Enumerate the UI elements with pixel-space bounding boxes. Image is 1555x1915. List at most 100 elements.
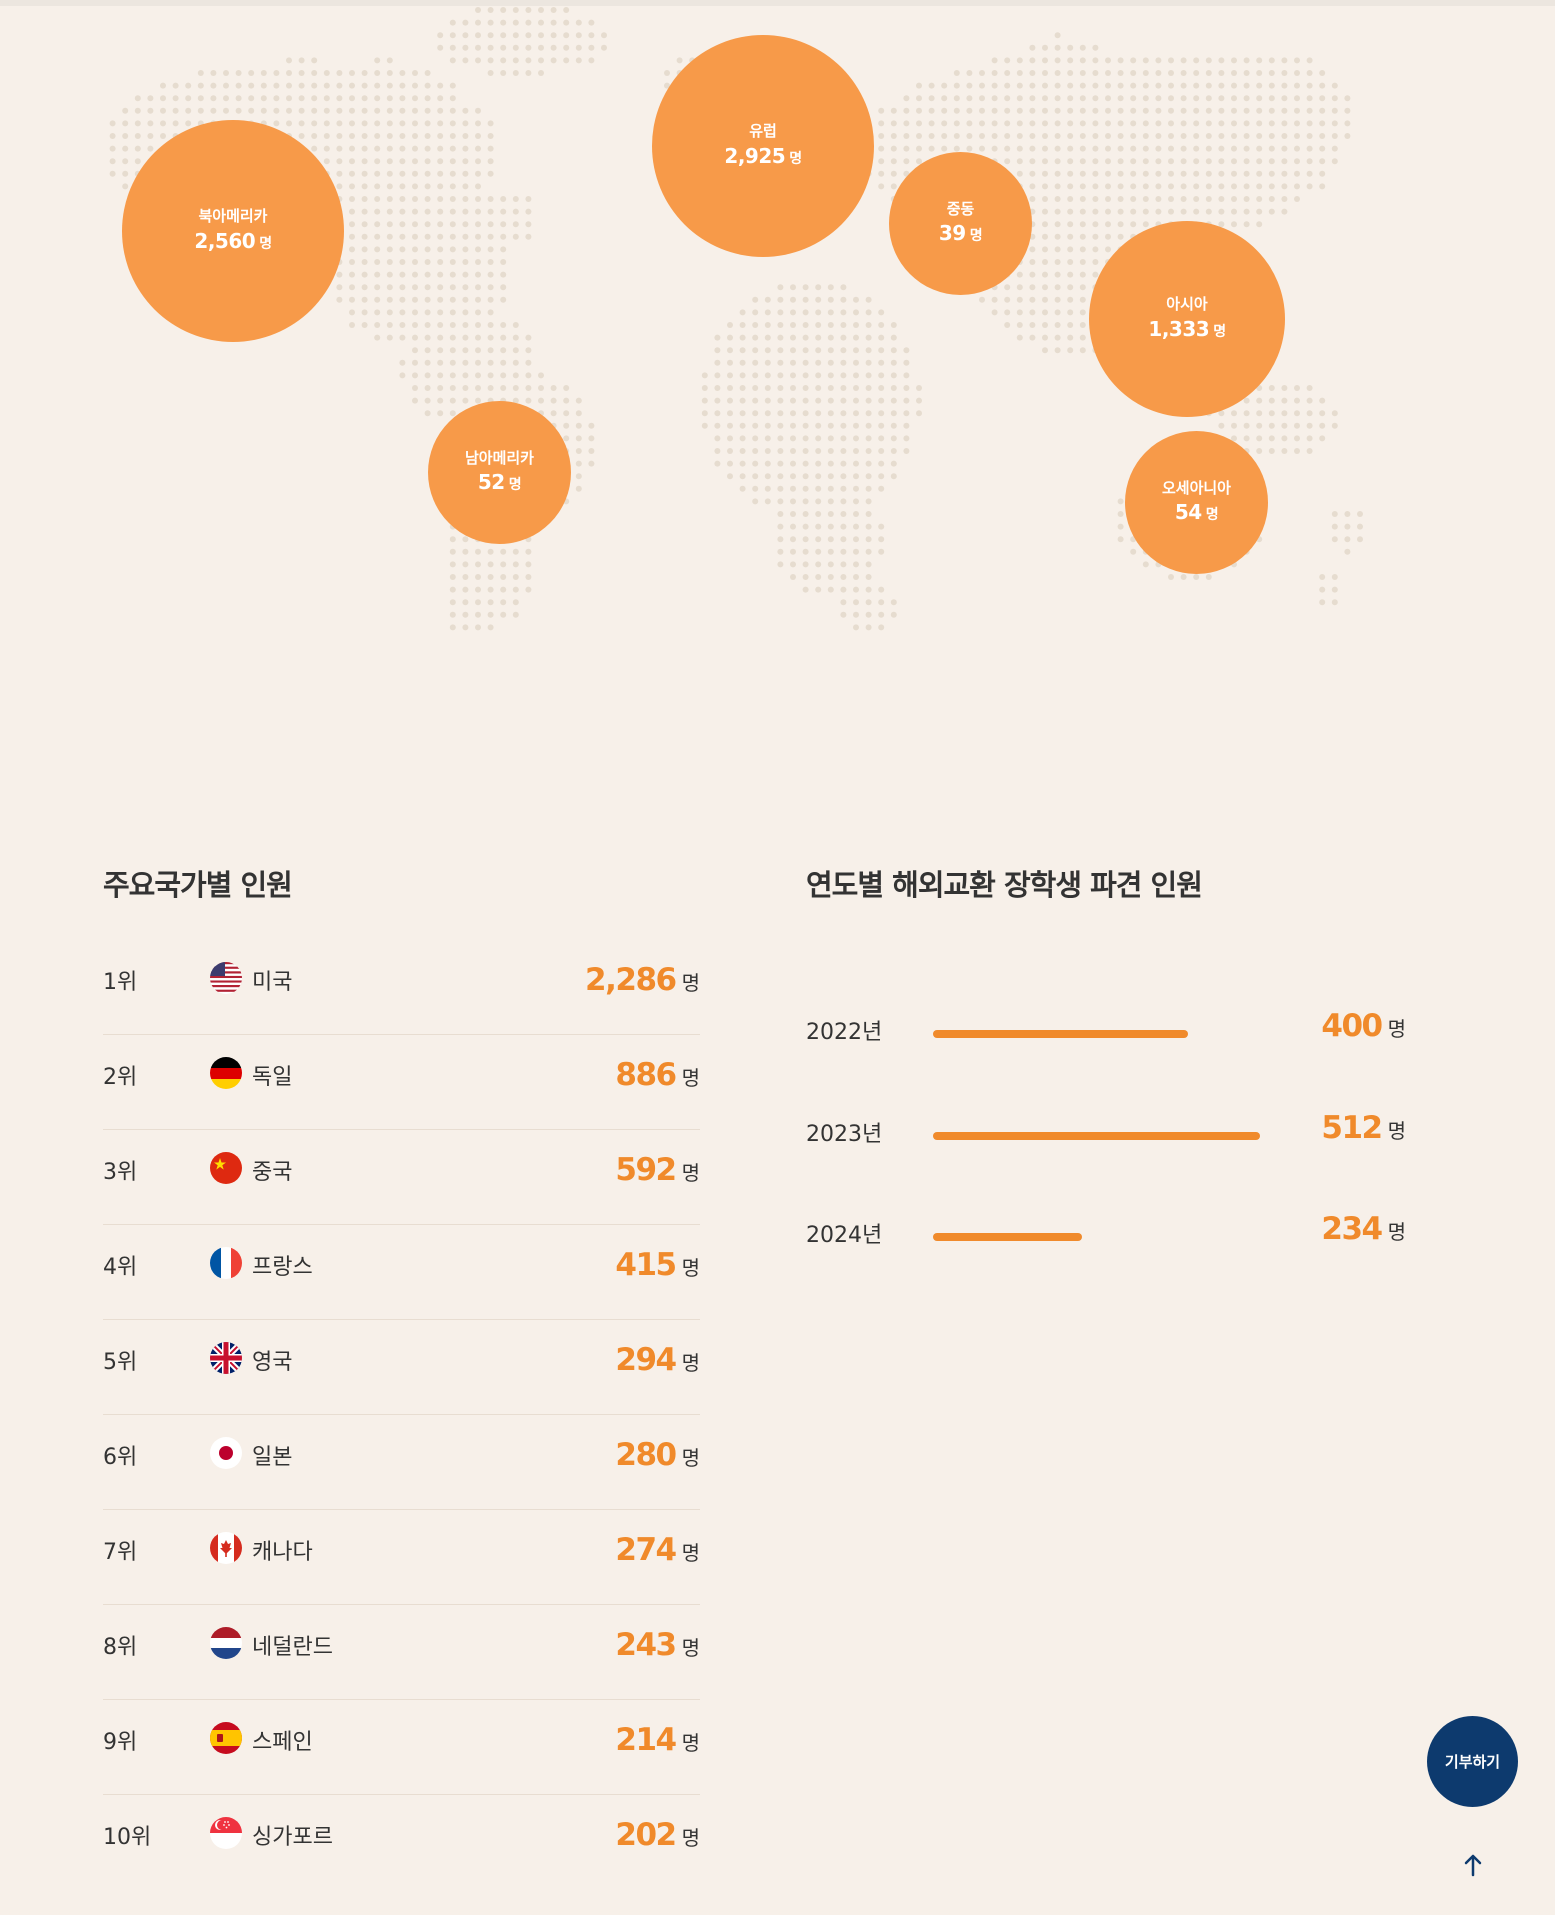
map-dot: [449, 183, 456, 190]
map-dot: [790, 548, 796, 555]
map-dot: [487, 574, 494, 580]
map-dot: [412, 397, 418, 404]
map-dot: [1079, 107, 1086, 114]
map-dot: [1281, 57, 1288, 64]
map-dot: [1130, 183, 1137, 190]
map-dot: [462, 57, 469, 64]
country-row: 8위 네덜란드 243 명: [103, 1605, 700, 1700]
map-dot: [865, 347, 872, 354]
map-dot: [802, 561, 809, 568]
map-dot: [1268, 385, 1275, 391]
map-dot: [1218, 158, 1225, 165]
map-dot: [1042, 246, 1048, 253]
map-dot: [122, 133, 129, 139]
map-dot: [802, 422, 809, 429]
map-dot: [1281, 133, 1288, 139]
map-dot: [361, 284, 368, 291]
map-dot: [1079, 82, 1086, 89]
map-dot: [1142, 133, 1149, 139]
map-dot: [1294, 95, 1300, 102]
map-dot: [134, 133, 141, 139]
map-dot: [790, 523, 796, 530]
donate-button[interactable]: 기부하기: [1427, 1716, 1518, 1807]
map-dot: [437, 221, 444, 228]
map-dot: [172, 120, 179, 127]
map-dot: [1117, 498, 1124, 505]
map-dot: [500, 271, 507, 278]
map-dot: [462, 599, 469, 606]
map-dot: [550, 385, 557, 391]
map-dot: [739, 372, 746, 379]
map-dot: [160, 82, 166, 89]
map-dot: [575, 473, 582, 480]
map-dot: [538, 397, 544, 404]
map-dot: [1016, 95, 1023, 102]
map-dot: [1142, 561, 1149, 568]
map-dot: [853, 548, 859, 555]
map-dot: [1218, 70, 1225, 76]
map-dot: [487, 599, 494, 606]
scroll-top-button[interactable]: [1458, 1850, 1488, 1880]
map-dot: [601, 32, 607, 39]
map-dot: [1092, 95, 1099, 102]
map-dot: [197, 82, 204, 89]
map-dot: [374, 284, 381, 291]
map-dot: [1079, 284, 1086, 291]
map-dot: [764, 309, 771, 316]
map-dot: [374, 70, 381, 76]
country-count-number: 294: [615, 1342, 677, 1378]
map-dot: [109, 145, 116, 152]
map-dot: [550, 57, 557, 64]
map-dot: [827, 322, 834, 328]
map-dot: [361, 196, 368, 202]
map-dot: [1243, 158, 1250, 165]
map-dot: [1130, 57, 1137, 64]
map-dot: [1067, 145, 1074, 152]
map-dot: [386, 57, 393, 64]
map-dot: [1042, 44, 1048, 51]
map-dot: [462, 372, 469, 379]
map-dot: [1042, 334, 1048, 341]
map-dot: [752, 334, 759, 341]
country-rank: 5위: [103, 1350, 138, 1375]
map-dot: [122, 107, 129, 114]
map-dot: [437, 158, 444, 165]
map-dot: [840, 599, 847, 606]
map-dot: [790, 460, 796, 467]
spain-flag-icon: [210, 1722, 242, 1754]
map-dot: [1130, 208, 1137, 215]
map-dot: [223, 95, 229, 102]
map-dot: [790, 422, 796, 429]
map-dot: [424, 410, 431, 417]
map-dot: [1168, 95, 1174, 102]
map-dot: [1105, 170, 1111, 177]
map-dot: [160, 133, 166, 139]
map-dot: [525, 7, 532, 13]
map-dot: [1079, 170, 1086, 177]
map-dot: [1142, 70, 1149, 76]
map-dot: [437, 296, 444, 303]
map-dot: [437, 334, 444, 341]
map-dot: [361, 133, 368, 139]
map-dot: [878, 435, 885, 442]
map-dot: [462, 624, 469, 631]
map-dot: [727, 435, 733, 442]
map-dot: [966, 82, 973, 89]
map-dot: [1004, 309, 1011, 316]
map-dot: [286, 107, 292, 114]
map-dot: [424, 259, 431, 265]
map-dot: [512, 347, 519, 354]
map-dot: [865, 611, 872, 618]
map-dot: [1029, 44, 1036, 51]
map-dot: [336, 82, 343, 89]
map-dot: [953, 107, 960, 114]
map-dot: [1105, 233, 1111, 240]
map-dot: [449, 95, 456, 102]
map-dot: [827, 536, 834, 543]
map-dot: [500, 208, 507, 215]
map-dot: [1344, 536, 1351, 543]
map-dot: [1016, 271, 1023, 278]
region-value: 39 명: [938, 221, 983, 246]
map-dot: [890, 473, 897, 480]
map-dot: [827, 385, 834, 391]
